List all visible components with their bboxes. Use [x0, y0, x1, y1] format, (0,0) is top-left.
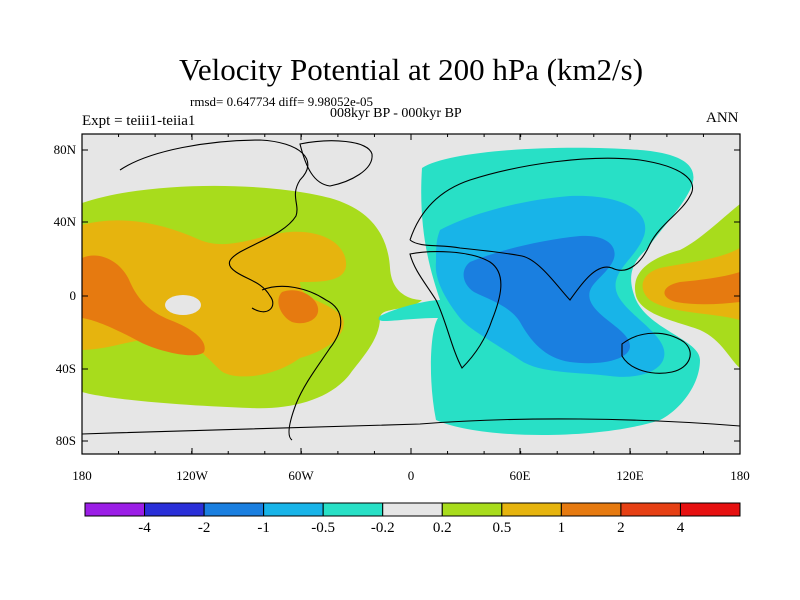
coast-north-america	[119, 139, 309, 313]
coast-south-america	[261, 285, 342, 441]
season-label: ANN	[706, 110, 739, 126]
y-axis-label: 80S	[55, 433, 76, 448]
y-axis-label: 80N	[53, 142, 76, 157]
y-axis-label: 0	[69, 288, 77, 303]
x-axis-label: 180	[730, 468, 750, 483]
colorbar-box	[501, 502, 562, 517]
coast-australia	[621, 332, 691, 374]
contour-neg-1-east	[463, 235, 630, 364]
colorbar-label: -1	[257, 520, 270, 536]
x-axis-label: 60W	[288, 468, 314, 483]
page-title: Velocity Potential at 200 hPa (km2/s)	[178, 52, 644, 87]
colorbar-label: 4	[676, 520, 685, 536]
coastlines	[82, 139, 740, 441]
colorbar-box	[84, 502, 146, 517]
contour-pos-1-west-small	[278, 290, 319, 324]
colorbar-label: -0.2	[370, 520, 395, 536]
contour-pos-1-west	[82, 255, 205, 356]
colorbar-label: 0.2	[432, 520, 452, 536]
coast-antarctica	[82, 418, 740, 435]
x-axis-label: 180	[72, 468, 92, 483]
coast-greenland	[299, 140, 373, 187]
period-label: 008kyr BP - 000kyr BP	[330, 106, 462, 121]
colorbar	[84, 502, 741, 517]
colorbar-box	[382, 502, 443, 517]
x-axis-label: 60E	[509, 468, 531, 483]
colorbar-box	[144, 502, 205, 517]
colorbar-label: 0.5	[492, 520, 512, 536]
experiment-label: Expt = teiii1-teiia1	[82, 113, 196, 129]
colorbar-box	[560, 502, 622, 517]
colorbar-box	[679, 502, 741, 517]
colorbar-label: 1	[557, 520, 566, 536]
colorbar-box	[441, 502, 503, 517]
colorbar-label: -4	[138, 520, 151, 536]
x-axis-label: 120W	[176, 468, 208, 483]
coast-africa	[409, 251, 502, 369]
colorbar-label: -2	[197, 520, 211, 536]
y-axis-label: 40N	[53, 214, 76, 229]
contour-fills	[82, 147, 740, 435]
contour-pos-1-pacific	[664, 272, 740, 305]
colorbar-box	[263, 502, 324, 517]
y-axis-label: 40S	[55, 361, 76, 376]
coast-europe-asia	[409, 157, 694, 301]
colorbar-box	[620, 502, 681, 517]
contour-neutral-hole	[165, 295, 201, 315]
colorbar-label: -0.5	[311, 520, 336, 536]
x-axis-label: 0	[407, 468, 415, 483]
x-axis-label: 120E	[616, 468, 644, 483]
colorbar-box	[322, 502, 384, 517]
colorbar-box	[203, 502, 265, 517]
colorbar-label: 2	[617, 520, 625, 536]
stats-label: rmsd= 0.647734 diff= 9.98052e-05	[190, 94, 374, 109]
axis-ticks	[81, 134, 741, 454]
